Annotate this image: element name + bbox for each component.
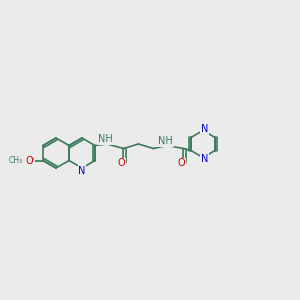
Text: N: N [201,124,208,134]
Text: O: O [177,158,185,169]
Text: NH: NH [158,136,173,146]
Text: O: O [25,155,33,166]
Text: N: N [78,166,86,176]
Text: N: N [201,154,208,164]
Text: CH₃: CH₃ [9,156,23,165]
Text: O: O [117,158,125,169]
Text: NH: NH [98,134,113,145]
Text: O: O [27,154,34,164]
